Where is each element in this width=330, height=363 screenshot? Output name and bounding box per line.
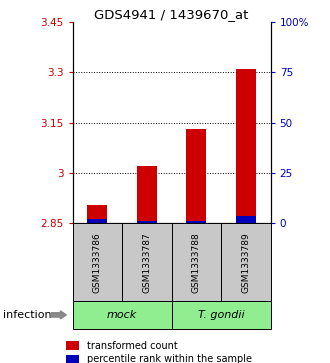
Text: transformed count: transformed count — [87, 340, 178, 351]
Text: infection: infection — [3, 310, 52, 320]
Text: GSM1333788: GSM1333788 — [192, 232, 201, 293]
Bar — [186, 221, 206, 223]
Bar — [186, 129, 206, 223]
Bar — [236, 216, 256, 223]
Bar — [236, 69, 256, 223]
Bar — [87, 219, 107, 223]
Title: GDS4941 / 1439670_at: GDS4941 / 1439670_at — [94, 8, 249, 21]
Text: GSM1333789: GSM1333789 — [241, 232, 250, 293]
Bar — [137, 221, 157, 223]
Text: mock: mock — [107, 310, 137, 320]
Text: T. gondii: T. gondii — [198, 310, 245, 320]
Bar — [137, 166, 157, 223]
Text: GSM1333786: GSM1333786 — [93, 232, 102, 293]
Text: GSM1333787: GSM1333787 — [142, 232, 151, 293]
Text: percentile rank within the sample: percentile rank within the sample — [87, 354, 252, 363]
Bar — [87, 205, 107, 223]
